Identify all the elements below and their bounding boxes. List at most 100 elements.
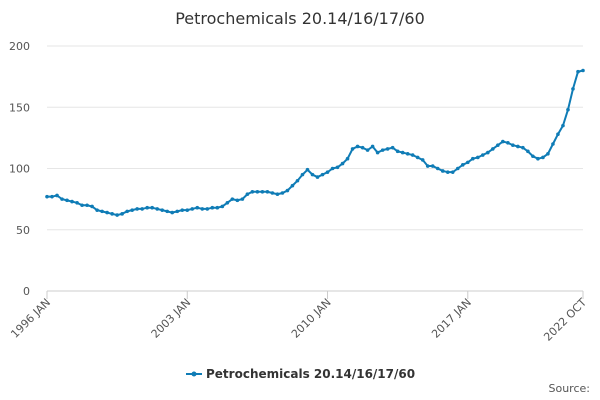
point <box>220 204 225 209</box>
point <box>360 145 365 150</box>
point <box>481 153 485 157</box>
x-tick-label: 2017 JAN <box>429 296 474 341</box>
point <box>340 161 345 166</box>
x-tick-label: 1996 JAN <box>8 296 53 341</box>
point <box>325 170 330 174</box>
point <box>80 203 84 208</box>
point <box>295 178 300 183</box>
point <box>160 208 165 212</box>
point <box>375 150 380 155</box>
point <box>170 210 175 215</box>
point <box>400 150 405 155</box>
point <box>395 149 400 154</box>
point <box>506 140 510 145</box>
point <box>225 201 230 205</box>
point <box>155 207 160 211</box>
point <box>430 164 435 168</box>
point <box>60 197 64 201</box>
point <box>365 148 370 152</box>
point <box>445 170 450 174</box>
point <box>305 167 310 172</box>
point <box>215 205 220 210</box>
point <box>370 144 375 149</box>
point <box>45 194 49 199</box>
point <box>150 205 154 210</box>
point <box>65 198 69 203</box>
point <box>516 144 520 149</box>
point <box>551 142 555 146</box>
y-tick-label: 100 <box>9 163 30 176</box>
point <box>165 209 170 214</box>
point <box>345 156 350 161</box>
point <box>330 166 335 171</box>
point <box>145 205 149 210</box>
point <box>265 189 270 194</box>
source: Source: <box>549 382 591 395</box>
point <box>130 208 134 212</box>
point <box>95 208 99 212</box>
point <box>290 183 295 188</box>
point <box>521 145 525 150</box>
point <box>425 164 430 168</box>
point <box>255 189 260 194</box>
point <box>100 209 104 214</box>
point <box>420 158 425 162</box>
point <box>260 189 265 194</box>
point <box>90 204 94 209</box>
point <box>140 207 144 211</box>
point <box>75 201 79 205</box>
point <box>571 87 575 91</box>
point <box>511 143 515 148</box>
point <box>85 203 89 208</box>
point <box>501 139 505 144</box>
point <box>405 152 410 156</box>
point <box>385 147 390 151</box>
point <box>205 207 210 211</box>
point <box>526 149 530 154</box>
point <box>486 150 490 155</box>
point <box>315 175 320 179</box>
point <box>450 170 455 174</box>
point <box>115 213 119 217</box>
point <box>235 198 240 203</box>
x-tick-label: 2010 JAN <box>289 296 334 341</box>
point <box>581 68 585 73</box>
point <box>125 209 129 214</box>
point <box>175 209 180 214</box>
y-tick-label: 0 <box>23 285 30 298</box>
x-tick-label: 2003 JAN <box>149 296 194 341</box>
point <box>465 160 470 165</box>
point <box>491 147 495 151</box>
point <box>280 191 285 195</box>
point <box>270 191 275 195</box>
y-tick-label: 50 <box>16 224 30 237</box>
legend-label: Petrochemicals 20.14/16/17/60 <box>206 367 415 381</box>
point <box>70 199 74 204</box>
point <box>531 154 535 159</box>
point <box>120 212 124 216</box>
point <box>576 69 580 74</box>
point <box>195 205 200 210</box>
point <box>210 205 215 210</box>
point <box>380 148 385 152</box>
point <box>556 132 560 136</box>
legend-marker <box>191 371 197 377</box>
point <box>546 152 550 156</box>
point <box>320 172 325 177</box>
chart-title: Petrochemicals 20.14/16/17/60 <box>175 9 425 28</box>
point <box>230 197 235 201</box>
point <box>55 193 59 198</box>
point <box>180 208 185 212</box>
point <box>390 145 395 150</box>
point <box>245 192 250 197</box>
point <box>536 156 540 161</box>
point <box>185 208 190 212</box>
y-tick-label: 200 <box>9 40 30 53</box>
point <box>200 207 205 211</box>
point <box>541 155 545 160</box>
point <box>190 207 195 211</box>
point <box>410 153 415 157</box>
point <box>50 194 54 199</box>
point <box>355 144 360 149</box>
